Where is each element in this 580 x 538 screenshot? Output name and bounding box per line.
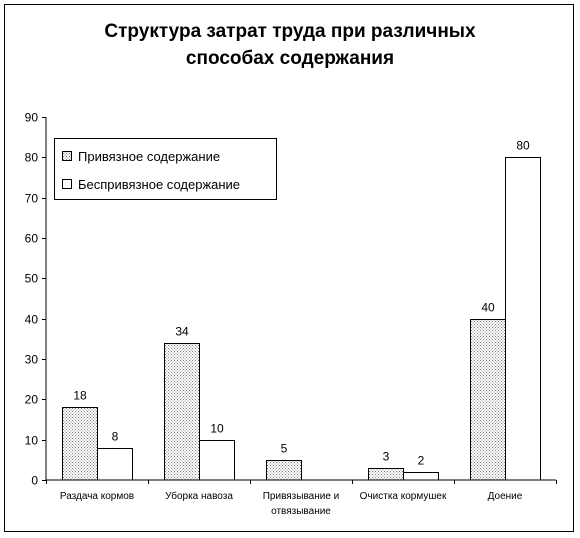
bar: [199, 440, 235, 481]
y-tick-label: 0: [31, 474, 38, 488]
chart-title: Структура затрат труда при различных спо…: [40, 18, 540, 72]
data-label: 18: [73, 389, 87, 403]
bar: [266, 460, 302, 481]
y-tick-label: 60: [25, 232, 39, 246]
bar: [368, 468, 404, 481]
bar: [97, 448, 133, 481]
bars: [62, 157, 541, 481]
y-tick-label: 90: [25, 111, 39, 125]
x-category-label: отвязывание: [271, 506, 331, 517]
legend-swatch: [62, 179, 72, 189]
legend-swatch: [62, 151, 72, 161]
x-category-label: Очистка кормушек: [360, 491, 447, 502]
bar: [164, 343, 200, 481]
y-tick-label: 10: [25, 434, 39, 448]
bar: [62, 407, 98, 481]
x-category-label: Раздача кормов: [60, 491, 134, 502]
legend-box: [54, 138, 277, 200]
bar: [505, 157, 541, 481]
data-label: 3: [383, 450, 390, 464]
y-tick-label: 40: [25, 313, 39, 327]
legend-label: Привязное содержание: [78, 149, 220, 164]
data-label: 40: [481, 301, 495, 315]
bar: [403, 472, 439, 481]
data-label: 34: [175, 325, 189, 339]
y-tick-label: 20: [25, 393, 39, 407]
data-label: 80: [516, 139, 530, 153]
bar: [470, 319, 506, 481]
x-category-label: Привязывание и: [263, 491, 340, 502]
y-tick-label: 80: [25, 151, 39, 165]
x-category-label: Уборка навоза: [165, 490, 233, 502]
legend-label: Беспривязное содержание: [78, 177, 240, 192]
y-tick-label: 50: [25, 272, 39, 286]
x-category-label: Доение: [488, 491, 523, 502]
legend: Привязное содержание Беспривязное содержа…: [54, 138, 277, 200]
data-label: 2: [418, 454, 425, 468]
y-tick-label: 30: [25, 353, 39, 367]
data-label: 10: [210, 422, 224, 436]
data-labels: 18 8 34 10 5 3 2 40 80: [73, 139, 530, 468]
chart-title-line-1: Структура затрат труда при различных: [104, 21, 476, 42]
axes: 0 10 20 30 40 50 60 70 80 90 Раздача кормов Уборка …: [25, 111, 557, 517]
chart-title-line-2: способах содержания: [185, 48, 395, 69]
y-tick-label: 70: [25, 192, 39, 206]
data-label: 8: [112, 430, 119, 444]
data-label: 5: [281, 442, 288, 456]
